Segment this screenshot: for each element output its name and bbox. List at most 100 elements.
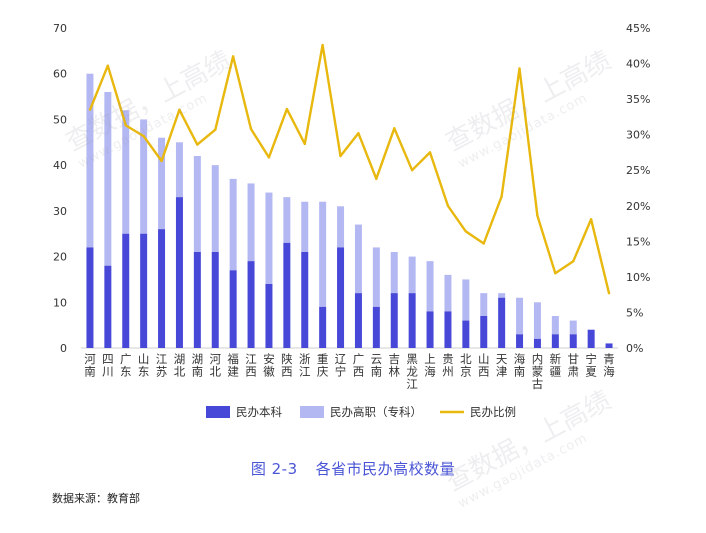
- bar-benke: [605, 343, 613, 348]
- x-tick-label: 夏: [585, 365, 597, 379]
- bar-gaozhi: [158, 137, 166, 230]
- line-ratio-point: [160, 159, 163, 163]
- y-right-tick-label: 10%: [626, 271, 650, 284]
- line-ratio-point: [178, 108, 181, 111]
- line-ratio-point: [393, 127, 396, 130]
- x-tick-label: 蒙: [532, 365, 544, 379]
- line-ratio-point: [554, 272, 557, 275]
- bar-gaozhi: [175, 142, 183, 198]
- x-tick-label: 上: [424, 352, 436, 366]
- x-tick-label: 海: [514, 352, 526, 366]
- x-tick-label: 津: [496, 365, 508, 379]
- bar-gaozhi: [462, 279, 470, 321]
- y-left-tick-label: 30: [53, 205, 67, 218]
- x-tick-label: 陕: [281, 352, 293, 366]
- x-tick-label: 云: [371, 352, 383, 366]
- line-ratio-point: [285, 107, 289, 111]
- bar-gaozhi: [247, 183, 255, 262]
- bar-gaozhi: [301, 201, 309, 252]
- bar-benke: [193, 252, 201, 348]
- x-tick-label: 西: [478, 365, 490, 379]
- x-tick-label: 南: [84, 365, 96, 379]
- bar-gaozhi: [408, 256, 416, 294]
- x-tick-label: 肃: [568, 365, 580, 379]
- x-tick-label: 南: [371, 365, 383, 379]
- x-tick-label: 黑: [406, 352, 418, 366]
- bar-benke: [104, 265, 112, 348]
- line-ratio-point: [464, 230, 468, 233]
- bar-gaozhi: [229, 178, 237, 271]
- bar-benke: [337, 247, 345, 348]
- x-tick-label: 青: [603, 352, 615, 366]
- figure-caption: 图 2-3 各省市民办高校数量: [0, 458, 706, 479]
- bar-gaozhi: [533, 302, 541, 339]
- y-left-tick-label: 40: [53, 159, 67, 172]
- x-tick-label: 南: [514, 365, 526, 379]
- x-tick-label: 河: [84, 352, 96, 366]
- bar-benke: [301, 252, 309, 348]
- x-tick-label: 苏: [156, 365, 168, 379]
- x-tick-label: 北: [210, 365, 222, 379]
- x-tick-label: 宁: [335, 365, 347, 379]
- line-ratio-point: [446, 204, 450, 207]
- bar-gaozhi: [372, 247, 380, 307]
- y-right-tick-label: 5%: [626, 306, 643, 319]
- x-tick-label: 龙: [406, 365, 418, 379]
- y-left-tick-label: 20: [53, 251, 67, 264]
- caption-title: 各省市民办高校数量: [315, 460, 456, 478]
- x-tick-label: 川: [102, 365, 114, 379]
- x-tick-label: 新: [550, 352, 562, 366]
- line-ratio-point: [536, 214, 539, 217]
- bar-gaozhi: [569, 320, 577, 335]
- y-left-tick-label: 0: [60, 342, 67, 355]
- bar-benke: [229, 270, 237, 348]
- bar-benke: [569, 334, 577, 348]
- bar-benke: [175, 197, 183, 348]
- bar-gaozhi: [265, 192, 273, 284]
- x-tick-label: 天: [496, 352, 508, 366]
- bar-benke: [86, 247, 94, 348]
- bar-benke: [390, 293, 398, 348]
- x-tick-label: 北: [174, 365, 186, 379]
- x-tick-label: 广: [120, 352, 132, 366]
- x-tick-label: 古: [532, 377, 544, 391]
- x-tick-label: 庆: [317, 365, 329, 379]
- line-ratio-point: [249, 127, 253, 131]
- bar-benke: [122, 233, 130, 348]
- bar-gaozhi: [551, 316, 559, 335]
- x-tick-label: 河: [210, 352, 222, 366]
- bar-benke: [319, 306, 327, 348]
- y-right-tick-label: 25%: [626, 164, 650, 177]
- line-ratio-point: [321, 43, 324, 47]
- line-ratio-point: [142, 134, 145, 138]
- bar-gaozhi: [426, 261, 434, 312]
- bar-benke: [247, 261, 255, 348]
- x-tick-label: 广: [353, 352, 365, 366]
- x-tick-label: 重: [317, 352, 329, 366]
- bar-benke: [551, 334, 559, 348]
- bar-gaozhi: [319, 201, 327, 307]
- y-left-tick-label: 50: [53, 113, 67, 126]
- bar-benke: [480, 316, 488, 348]
- y-right-tick-label: 35%: [626, 93, 650, 106]
- bar-benke: [533, 338, 541, 348]
- bar-gaozhi: [193, 156, 201, 252]
- legend-label: 民办本科: [236, 405, 282, 419]
- x-tick-label: 江: [299, 365, 311, 379]
- x-tick-label: 京: [460, 365, 472, 379]
- x-tick-label: 疆: [550, 365, 562, 379]
- line-ratio-point: [196, 143, 199, 146]
- bar-gaozhi: [337, 206, 345, 248]
- y-left-tick-label: 60: [53, 68, 67, 81]
- y-right-tick-label: 30%: [626, 129, 650, 142]
- x-tick-label: 东: [138, 365, 150, 379]
- line-ratio-point: [607, 292, 611, 295]
- x-tick-label: 州: [442, 365, 454, 379]
- bar-benke: [498, 297, 506, 348]
- y-right-tick-label: 15%: [626, 235, 650, 248]
- x-tick-label: 北: [460, 352, 472, 366]
- bar-gaozhi: [86, 73, 94, 248]
- bar-benke: [354, 293, 362, 348]
- x-tick-label: 西: [353, 365, 365, 379]
- bar-benke: [444, 311, 452, 348]
